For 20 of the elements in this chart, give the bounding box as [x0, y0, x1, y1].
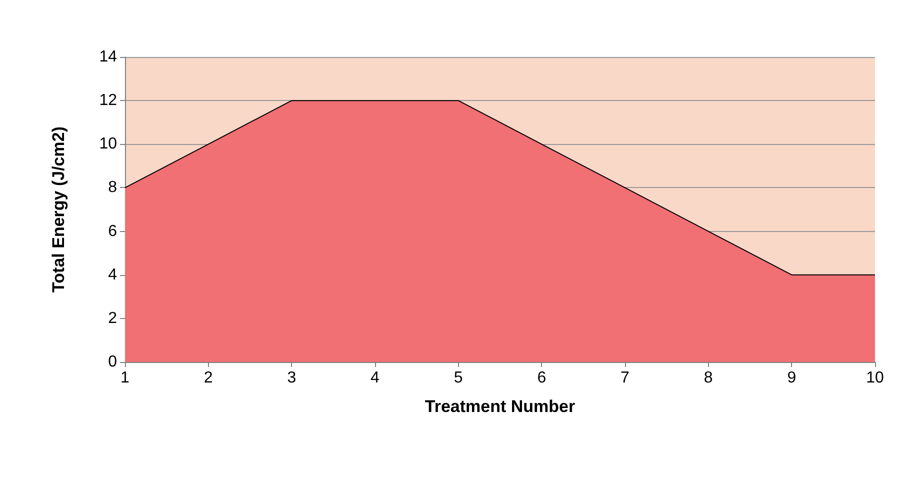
- x-tick-label: 3: [287, 370, 296, 386]
- y-axis-title: Total Energy (J/cm2): [49, 126, 68, 292]
- x-tick-label: 10: [866, 370, 884, 386]
- y-tick-label: 10: [99, 136, 118, 153]
- y-tick-label: 6: [108, 222, 118, 240]
- x-tick-label: 2: [204, 370, 213, 386]
- y-tick-label: 4: [108, 266, 118, 284]
- x-tick-label: 6: [537, 370, 546, 386]
- y-tick-label: 0: [108, 354, 118, 370]
- y-tick-label: 8: [108, 179, 118, 196]
- y-tick-label: 12: [99, 92, 118, 110]
- x-tick-label: 5: [454, 370, 463, 386]
- x-tick-label: 9: [787, 370, 796, 386]
- y-tick-label: 2: [108, 310, 118, 327]
- x-tick-label: 1: [120, 370, 130, 386]
- y-tick-label: 14: [99, 48, 118, 66]
- x-axis-title: Treatment Number: [424, 397, 576, 416]
- x-tick-label: 4: [370, 370, 380, 386]
- x-tick-label: 7: [620, 370, 630, 386]
- x-tick-label: 8: [704, 370, 713, 386]
